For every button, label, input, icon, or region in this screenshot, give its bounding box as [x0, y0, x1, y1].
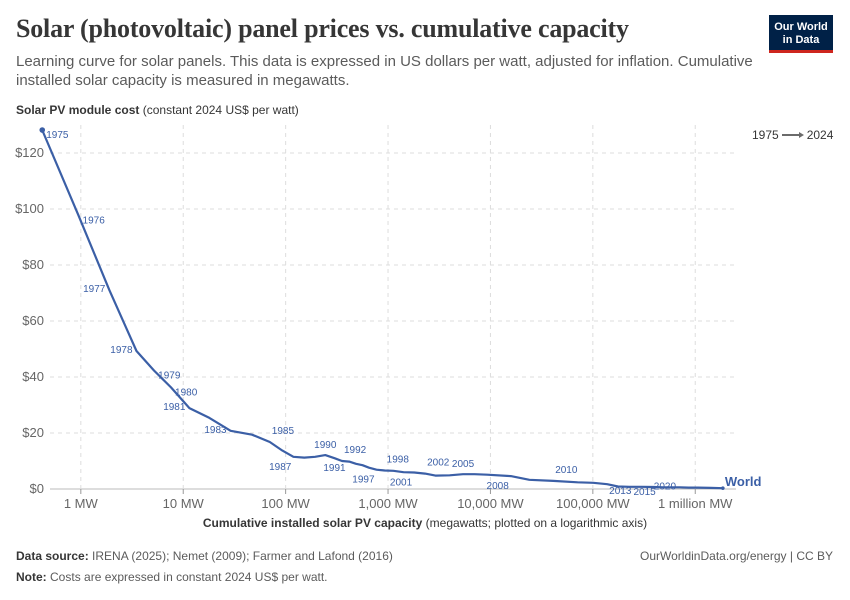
point-label-1975: 1975: [46, 130, 69, 141]
series-group: [39, 127, 725, 490]
point-label-1978: 1978: [110, 345, 133, 356]
end-point-marker: [721, 486, 725, 490]
x-tick-label: 1 million MW: [658, 496, 733, 511]
y-tick-label: $100: [15, 201, 44, 216]
point-label-1977: 1977: [83, 284, 106, 295]
point-label-1990: 1990: [314, 440, 337, 451]
point-label-1998: 1998: [387, 455, 410, 466]
chart-title: Solar (photovoltaic) panel prices vs. cu…: [16, 14, 629, 43]
start-point-marker: [39, 127, 46, 133]
legend-end-year: 2024: [806, 128, 834, 142]
y-axis-label-unit: (constant 2024 US$ per watt): [142, 103, 299, 117]
point-labels: 1975 1976 1977 1978 1979 1980 1981 1983 1985 1987…: [46, 130, 761, 498]
point-label-1976: 1976: [83, 215, 106, 226]
point-label-1983: 1983: [204, 425, 227, 436]
point-label-1991: 1991: [323, 463, 346, 474]
y-tick-label: $120: [15, 145, 44, 160]
point-label-1979: 1979: [158, 371, 181, 382]
y-axis-label-bold: Solar PV module cost: [16, 103, 140, 117]
note-text: Costs are expressed in constant 2024 US$…: [50, 570, 328, 584]
source-label: Data source:: [16, 549, 89, 563]
point-label-2015: 2015: [633, 487, 656, 498]
y-tick-label: $40: [22, 369, 44, 384]
legend-start-year: 1975: [752, 128, 779, 142]
note-label: Note:: [16, 570, 47, 584]
y-tick-label: $20: [22, 425, 44, 440]
series-line-world[interactable]: [41, 129, 723, 490]
point-label-1997: 1997: [352, 475, 375, 486]
y-tick-label: $0: [30, 481, 44, 496]
x-tick-label: 10 MW: [163, 496, 205, 511]
x-tick-label: 100 MW: [261, 496, 310, 511]
x-tick-label: 1,000 MW: [358, 496, 418, 511]
x-axis-label-bold: Cumulative installed solar PV capacity: [202, 516, 423, 530]
y-axis-label: Solar PV module cost (constant 2024 US$ …: [16, 103, 299, 117]
point-label-1980: 1980: [175, 387, 198, 398]
point-label-2013: 2013: [609, 486, 632, 497]
point-label-2002: 2002: [427, 458, 450, 469]
point-label-1992: 1992: [344, 445, 367, 456]
x-tick-label: 10,000 MW: [457, 496, 524, 511]
x-tick-label: 1 MW: [64, 496, 99, 511]
data-source: Data source: IRENA (2025); Nemet (2009);…: [16, 549, 393, 563]
chart-subtitle: Learning curve for solar panels. This da…: [16, 53, 753, 89]
x-tick-labels: 1 MW 10 MW 100 MW 1,000 MW 10,000 MW 100,000 …: [64, 496, 733, 511]
source-text: IRENA (2025); Nemet (2009); Farmer and L…: [92, 549, 393, 563]
y-tick-labels: $0 $20 $40 $60 $80 $100 $120: [15, 145, 44, 496]
x-axis-label-unit: (megawatts; plotted on a logarithmic axi…: [425, 516, 648, 530]
point-label-1987: 1987: [269, 462, 292, 473]
time-range-legend: 1975 2024: [752, 128, 833, 142]
point-label-1981: 1981: [163, 402, 186, 413]
x-axis-label: Cumulative installed solar PV capacity (…: [0, 516, 850, 530]
point-label-2001: 2001: [390, 477, 413, 488]
x-tick-label: 100,000 MW: [556, 496, 630, 511]
arrow-right-icon: [781, 131, 804, 139]
logo-line-2: in Data: [782, 33, 820, 46]
point-label-1985: 1985: [272, 426, 295, 437]
license-link[interactable]: OurWorldinData.org/energy | CC BY: [640, 549, 833, 563]
point-label-2005: 2005: [452, 459, 475, 470]
logo-line-1: Our World: [774, 20, 828, 33]
series-label-world[interactable]: World: [725, 474, 762, 489]
footnote: Note: Costs are expressed in constant 20…: [16, 570, 328, 584]
owid-logo[interactable]: Our World in Data: [769, 15, 833, 53]
point-label-2008: 2008: [487, 481, 510, 492]
y-tick-label: $80: [22, 257, 44, 272]
point-label-2020: 2020: [654, 481, 677, 492]
grid-lines: [50, 125, 736, 494]
point-label-2010: 2010: [555, 465, 578, 476]
y-tick-label: $60: [22, 313, 44, 328]
